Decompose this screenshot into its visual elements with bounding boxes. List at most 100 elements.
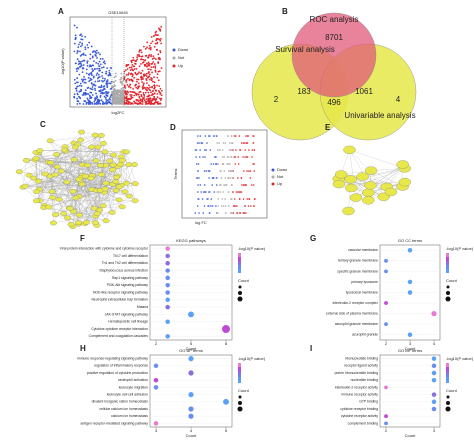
point xyxy=(154,65,157,68)
point xyxy=(128,78,131,81)
point xyxy=(114,79,117,82)
point xyxy=(138,50,141,53)
point xyxy=(77,63,80,66)
point xyxy=(135,99,138,101)
point xyxy=(80,62,82,65)
node xyxy=(55,197,63,202)
point xyxy=(90,78,93,81)
point xyxy=(124,91,126,94)
point xyxy=(91,74,93,77)
point xyxy=(153,57,156,60)
node xyxy=(113,174,121,180)
x-tick-label: 3 xyxy=(433,428,436,433)
point xyxy=(154,69,157,72)
node xyxy=(75,212,83,218)
point xyxy=(135,86,138,89)
point xyxy=(159,87,162,90)
point xyxy=(105,94,108,97)
point xyxy=(107,74,110,77)
node xyxy=(88,144,96,150)
point xyxy=(153,92,156,95)
point xyxy=(240,191,243,193)
point xyxy=(160,25,163,28)
point xyxy=(122,99,125,102)
point xyxy=(235,191,238,193)
point xyxy=(208,205,210,207)
point xyxy=(127,77,129,80)
point xyxy=(78,43,80,46)
point xyxy=(110,87,113,90)
legend-label: Down xyxy=(277,167,287,172)
point xyxy=(106,85,109,88)
point xyxy=(148,44,151,47)
point xyxy=(106,79,109,82)
point xyxy=(208,212,211,214)
x-axis-label: Count xyxy=(405,346,417,351)
point xyxy=(159,50,162,52)
venn-set xyxy=(291,12,377,98)
point xyxy=(231,142,234,144)
point xyxy=(148,78,151,81)
point xyxy=(146,95,149,98)
term-label: Th17 cell differentiation xyxy=(113,254,148,258)
point xyxy=(239,149,241,151)
point xyxy=(211,205,214,207)
point xyxy=(82,103,85,105)
term-label: complement binding xyxy=(348,421,378,425)
point xyxy=(132,91,134,94)
point xyxy=(102,66,105,69)
node xyxy=(45,204,53,210)
plot-title: GO CC terms xyxy=(398,238,422,243)
point xyxy=(246,170,248,172)
point xyxy=(230,135,233,137)
point xyxy=(245,212,247,214)
term-label: immune receptor activity xyxy=(341,392,378,396)
point xyxy=(146,89,148,92)
point xyxy=(215,135,218,137)
colorbar xyxy=(238,265,241,269)
panel-label: B xyxy=(282,7,288,16)
point xyxy=(80,33,82,36)
point xyxy=(83,93,85,96)
venn-count: 1061 xyxy=(355,87,373,96)
venn-count: 4 xyxy=(396,95,401,104)
point xyxy=(81,35,83,38)
term-label: Neutrophil extracellular trap formation xyxy=(91,298,148,302)
dot xyxy=(431,311,437,317)
node xyxy=(90,205,98,211)
size-title: Count xyxy=(446,388,458,393)
point xyxy=(238,135,241,137)
point xyxy=(134,72,137,75)
point xyxy=(101,66,103,69)
term-label: azurophil granule membrane xyxy=(335,322,378,326)
edge xyxy=(39,150,44,208)
point xyxy=(158,91,161,94)
plot-title: GO MF terms xyxy=(398,348,422,353)
point xyxy=(204,149,206,151)
point xyxy=(212,163,215,165)
point xyxy=(228,163,231,165)
point xyxy=(76,81,78,84)
edge xyxy=(39,149,65,151)
x-tick-label: 2 xyxy=(155,341,158,346)
colorbar-title: -log10(P value) xyxy=(238,356,266,361)
point xyxy=(224,198,226,200)
point xyxy=(120,76,123,79)
edge xyxy=(50,165,101,177)
point xyxy=(210,163,212,165)
point xyxy=(157,103,160,105)
point xyxy=(141,87,144,90)
point xyxy=(245,142,248,144)
term-label: cytokine receptor binding xyxy=(340,407,378,411)
point xyxy=(144,59,147,62)
edge xyxy=(64,149,70,209)
point xyxy=(153,95,156,98)
point xyxy=(201,198,204,200)
point xyxy=(116,96,119,99)
point xyxy=(238,191,241,193)
point xyxy=(109,82,112,85)
point xyxy=(73,42,76,45)
point xyxy=(81,42,84,45)
point xyxy=(159,28,162,31)
point xyxy=(145,62,148,65)
